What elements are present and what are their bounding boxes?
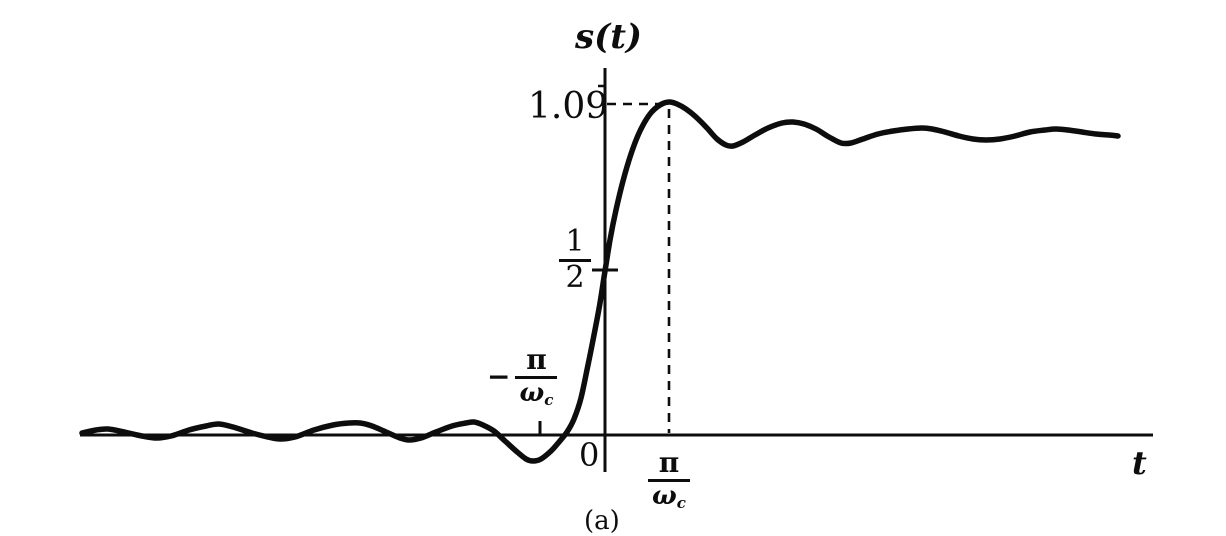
y-axis-title: s(t) [575, 17, 643, 57]
pi-numerator: π [526, 343, 547, 376]
half-value-label: 1 2 [559, 227, 591, 293]
neg-pi-over-wc-label: − π ωc [487, 343, 558, 409]
half-denominator: 2 [565, 260, 585, 295]
overshoot-value-label: 1.09 [528, 86, 609, 127]
filter-step-response-figure: s(t) 1.09 1 2 − π ωc 0 π ωc t (a) [79, 17, 1153, 534]
omega-denominator: ωc [519, 378, 554, 409]
omega-denominator: ωc [652, 481, 686, 512]
minus-sign: − [487, 359, 511, 393]
pos-pi-over-wc-label: π ωc [648, 449, 690, 511]
origin-label: 0 [579, 436, 600, 474]
plot-canvas [79, 68, 1153, 472]
omega-subscript: c [676, 493, 686, 512]
response-curve [79, 99, 1121, 464]
pi-numerator: π [658, 446, 680, 479]
fraction-bar [515, 376, 558, 379]
fraction-bar [559, 259, 591, 262]
fraction-bar [648, 479, 690, 482]
omega-subscript: c [544, 390, 554, 409]
half-numerator: 1 [565, 224, 585, 259]
subfigure-caption: (a) [584, 506, 620, 536]
x-axis-title: t [1132, 444, 1147, 482]
